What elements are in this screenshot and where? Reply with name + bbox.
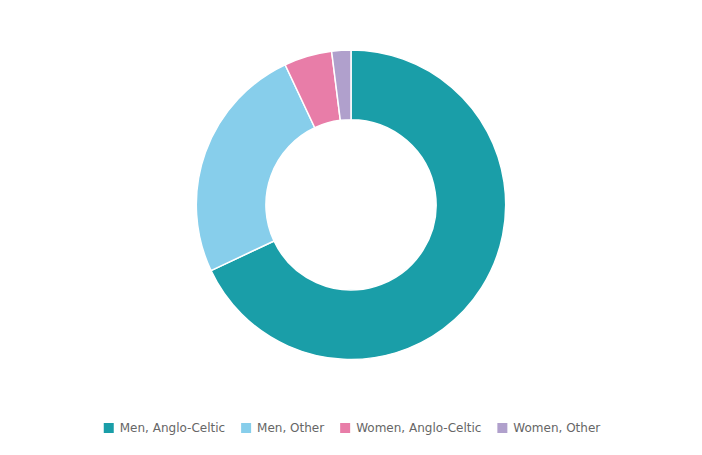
svg-text:Men, Anglo-Celtic: Men, Anglo-Celtic — [120, 421, 225, 435]
svg-text:Women, Other: Women, Other — [513, 421, 600, 435]
svg-text:Men, Other: Men, Other — [257, 421, 324, 435]
svg-text:Women, Anglo-Celtic: Women, Anglo-Celtic — [356, 421, 481, 435]
